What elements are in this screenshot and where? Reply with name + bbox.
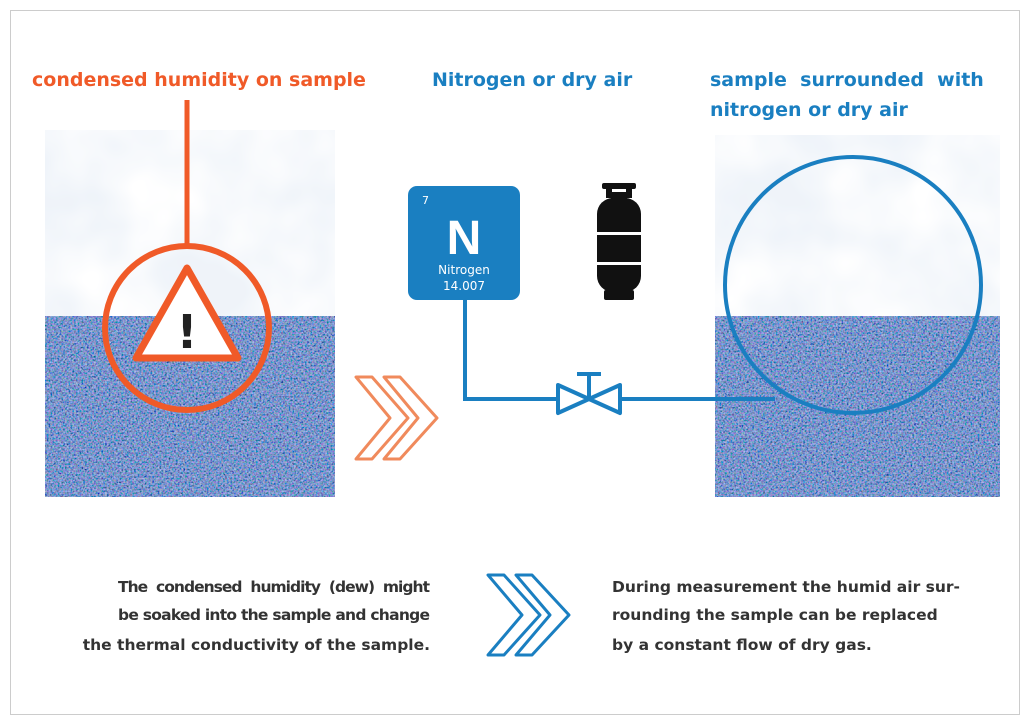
caption-line: by a constant flow of dry gas. (612, 636, 872, 654)
heading: Nitrogen or dry air (432, 69, 633, 91)
caption-line: During measurement the humid air sur- (612, 578, 960, 596)
warning-circle (102, 243, 272, 413)
chevrons (354, 375, 439, 461)
element-mass: 14.007 (443, 279, 485, 293)
caption-line: The condensed humidity (dew) might (118, 578, 431, 596)
gas-bottle (597, 183, 641, 300)
element-symbol: N (447, 212, 482, 265)
pipe (463, 300, 775, 401)
element-tile (408, 186, 520, 300)
heading: nitrogen or dry air (710, 99, 909, 121)
warning-mark: ! (177, 305, 198, 359)
caption-line: the thermal conductivity of the sample. (83, 636, 430, 654)
warning-triangle (132, 264, 242, 362)
element-number: 7 (422, 194, 429, 207)
element-name: Nitrogen (438, 263, 490, 277)
caption-line: rounding the sample can be replaced (612, 606, 938, 624)
heading: condensed humidity on sample (32, 69, 366, 91)
valve (556, 372, 622, 415)
sample-image (45, 130, 335, 497)
sample-circle (723, 155, 983, 415)
chevrons (486, 573, 571, 657)
caption-line: be soaked into the sample and change (118, 606, 430, 624)
heading: sample surrounded with (710, 69, 984, 91)
sample-image (715, 135, 1000, 497)
